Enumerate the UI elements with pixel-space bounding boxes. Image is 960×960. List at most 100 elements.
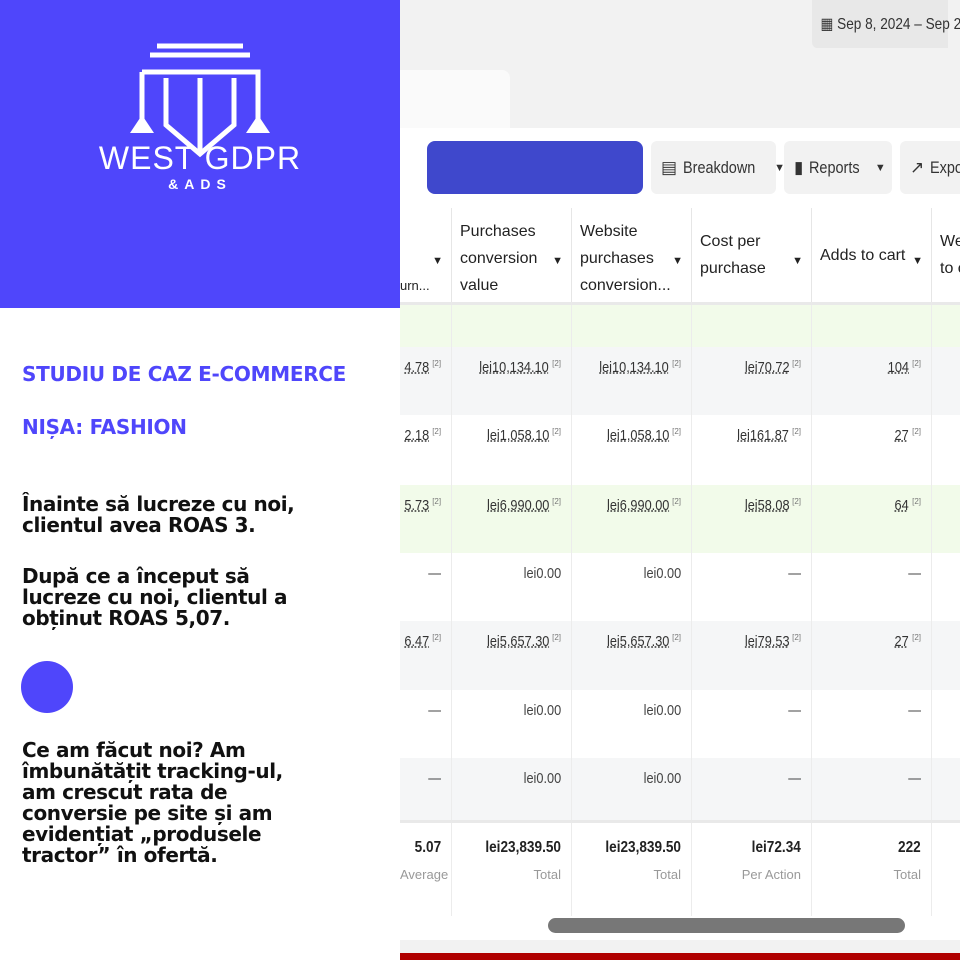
cell-value[interactable]: lei1,058.10: [486, 427, 550, 444]
cell-value[interactable]: 4.78: [404, 359, 430, 376]
cell-value: lei0.00: [643, 702, 681, 719]
table-row[interactable]: 5.73 [2] lei6,990.00 [2] lei6,990.00 [2] lei58…: [400, 485, 960, 553]
table-cell: lei0.00: [452, 553, 572, 621]
sort-caret-icon[interactable]: ▼: [552, 255, 563, 267]
cell-value[interactable]: 27: [894, 427, 910, 444]
table-cell: lei5,657.30 [2]: [452, 621, 572, 690]
cell-value[interactable]: lei79.53: [744, 633, 790, 650]
footnote-marker: [2]: [552, 359, 561, 368]
after-paragraph: După ce a început să lucreze cu noi, clie…: [22, 566, 392, 629]
table-cell: —: [812, 690, 932, 758]
brand-subtitle: &ADS: [168, 176, 232, 192]
caret-down-icon: ▼: [774, 161, 786, 174]
column-header[interactable]: Web to c: [932, 208, 960, 302]
column-header-label: Adds to cart: [820, 247, 906, 264]
footnote-marker: [2]: [912, 427, 921, 436]
cell-value[interactable]: 2.18: [404, 427, 430, 444]
date-range-button[interactable]: ▦ Sep 8, 2024 – Sep 27: [812, 0, 960, 48]
table-cell: —: [692, 690, 812, 758]
cell-value[interactable]: 27: [894, 633, 910, 650]
cell-value[interactable]: lei58.08: [744, 497, 790, 514]
table-cell: lei0.00: [452, 758, 572, 820]
column-header-label: Web to c: [940, 233, 960, 277]
redacted-primary-button[interactable]: [427, 141, 643, 194]
table-cell: 2.18 [2]: [400, 415, 452, 485]
table-cell: —: [812, 758, 932, 820]
total-cell: lei23,839.50 Total: [572, 823, 692, 916]
footnote-marker: [2]: [792, 633, 801, 642]
sort-caret-icon[interactable]: ▼: [672, 255, 683, 267]
reports-button[interactable]: ▮ Reports ▼: [784, 141, 892, 194]
cell-value[interactable]: lei5,657.30: [606, 633, 670, 650]
cell-value[interactable]: lei70.72: [744, 359, 790, 376]
paragraph-line: evidențiat „produsele: [22, 822, 262, 846]
cell-value: —: [788, 702, 801, 719]
cell-value: —: [428, 702, 441, 719]
paragraph-line: obținut ROAS 5,07.: [22, 606, 230, 630]
table-cell: lei1,058.10 [2]: [452, 415, 572, 485]
paragraph-line: lucreze cu noi, clientul a: [22, 585, 288, 609]
table-row[interactable]: 4.78 [2] lei10,134.10 [2] lei10,134.10 [2] lei…: [400, 347, 960, 415]
column-header[interactable]: Purchases conversion value ▼: [452, 208, 572, 302]
table-cell: 104 [2]: [812, 347, 932, 415]
before-paragraph: Înainte să lucreze cu noi, clientul avea …: [22, 494, 392, 536]
cell-value[interactable]: 64: [894, 497, 910, 514]
table-cell: lei161.87 [2]: [692, 415, 812, 485]
footnote-marker: [2]: [552, 427, 561, 436]
table-cell: lei10,134.10 [2]: [572, 347, 692, 415]
table-row[interactable]: 2.18 [2] lei1,058.10 [2] lei1,058.10 [2] lei16…: [400, 415, 960, 485]
column-header[interactable]: Cost per purchase ▼: [692, 208, 812, 302]
campaign-table: urn... ▼ Purchases conversion value ▼ Websit…: [400, 208, 960, 918]
table-cell: —: [400, 553, 452, 621]
footnote-marker: [2]: [432, 427, 442, 436]
table-cell: [452, 305, 572, 347]
table-cell: —: [812, 553, 932, 621]
table-row[interactable]: [400, 305, 960, 347]
case-study-heading: STUDIU DE CAZ E-COMMERCE: [22, 362, 347, 386]
cell-value[interactable]: lei1,058.10: [606, 427, 670, 444]
breakdown-button[interactable]: ▤ Breakdown ▼: [651, 141, 785, 194]
cell-value: —: [908, 565, 921, 582]
footnote-marker: [2]: [792, 497, 801, 506]
table-cell: [932, 485, 960, 553]
date-range-label: Sep 8, 2024 – Sep 27: [837, 16, 960, 33]
column-header[interactable]: Adds to cart ▼: [812, 208, 932, 302]
footnote-marker: [2]: [672, 427, 681, 436]
table-cell: lei79.53 [2]: [692, 621, 812, 690]
total-value: 222: [898, 839, 921, 856]
cell-value[interactable]: lei6,990.00: [606, 497, 670, 514]
breakdown-icon: ▤: [661, 157, 678, 177]
table-cell: [932, 621, 960, 690]
cell-value[interactable]: 5.73: [404, 497, 430, 514]
table-row[interactable]: — lei0.00 lei0.00 — —: [400, 690, 960, 758]
table-cell: lei10,134.10 [2]: [452, 347, 572, 415]
cell-value[interactable]: lei161.87: [737, 427, 790, 444]
table-row[interactable]: 6.47 [2] lei5,657.30 [2] lei5,657.30 [2] lei79…: [400, 621, 960, 690]
column-header[interactable]: urn... ▼: [400, 208, 452, 302]
horizontal-scrollbar-thumb[interactable]: [548, 918, 905, 933]
export-button[interactable]: ↗ Expo: [900, 141, 960, 194]
cell-value[interactable]: lei5,657.30: [486, 633, 550, 650]
what-we-did-paragraph: Ce am făcut noi? Am îmbunătățit tracking-…: [22, 740, 392, 866]
cell-value[interactable]: lei6,990.00: [486, 497, 550, 514]
cell-value: —: [428, 565, 441, 582]
table-row[interactable]: — lei0.00 lei0.00 — —: [400, 553, 960, 621]
table-cell: 64 [2]: [812, 485, 932, 553]
table-cell: [400, 305, 452, 347]
brand-panel: WEST GDPR &ADS: [0, 0, 400, 308]
cell-value[interactable]: 6.47: [404, 633, 430, 650]
cell-value[interactable]: lei10,134.10: [599, 359, 670, 376]
total-cell: 222 Total: [812, 823, 932, 916]
table-cell: lei58.08 [2]: [692, 485, 812, 553]
sort-caret-icon[interactable]: ▼: [432, 255, 443, 267]
sort-caret-icon[interactable]: ▼: [792, 255, 803, 267]
table-row[interactable]: — lei0.00 lei0.00 — —: [400, 758, 960, 820]
column-header[interactable]: Website purchases conversion... ▼: [572, 208, 692, 302]
total-value: 5.07: [414, 839, 441, 856]
cell-value[interactable]: lei10,134.10: [479, 359, 550, 376]
total-value: lei23,839.50: [485, 839, 561, 856]
cell-value[interactable]: 104: [887, 359, 910, 376]
cell-value: lei0.00: [643, 565, 681, 582]
sort-caret-icon[interactable]: ▼: [912, 255, 923, 267]
cell-value: —: [788, 565, 801, 582]
